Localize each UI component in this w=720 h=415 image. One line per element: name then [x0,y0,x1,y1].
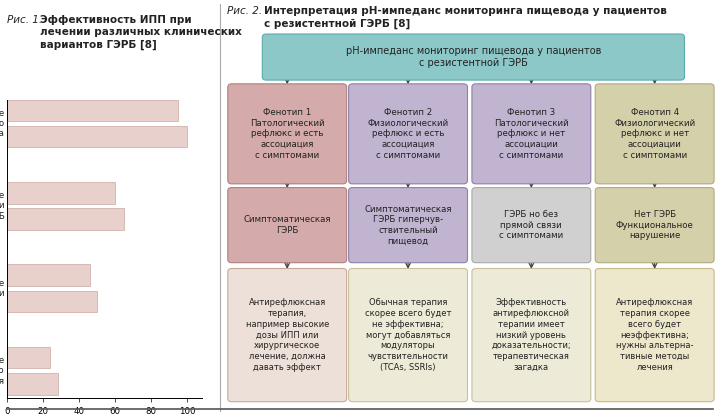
Bar [7,264,90,286]
FancyBboxPatch shape [595,84,714,184]
Text: Симптоматическая
ГЭРБ гиперчув-
ствительный
пищевод: Симптоматическая ГЭРБ гиперчув- ствитель… [364,205,452,246]
FancyBboxPatch shape [472,269,591,402]
FancyBboxPatch shape [228,188,346,263]
Text: Эффективность ИПП при
лечении различных клинических
вариантов ГЭРБ [8]: Эффективность ИПП при лечении различных … [40,15,241,49]
FancyBboxPatch shape [348,84,467,184]
FancyBboxPatch shape [228,269,346,402]
Bar [7,373,58,395]
Text: Фенотип 2
Физиологический
рефлюкс и есть
ассоциация
с симптомами: Фенотип 2 Физиологический рефлюкс и есть… [367,108,449,160]
Text: Рис. 1.: Рис. 1. [7,15,42,24]
FancyBboxPatch shape [595,188,714,263]
Bar [7,100,179,121]
FancyBboxPatch shape [348,188,467,263]
Bar [7,126,187,147]
FancyBboxPatch shape [595,269,714,402]
FancyBboxPatch shape [228,84,346,184]
Bar [7,182,115,204]
Text: Обычная терапия
скорее всего будет
не эффективна;
могут добавляться
модуляторы
ч: Обычная терапия скорее всего будет не эф… [365,298,451,372]
Text: Антирефлюксная
терапия,
например высокие
дозы ИПП или
хирургическое
лечение, дол: Антирефлюксная терапия, например высокие… [246,298,329,372]
Text: рН-импеданс мониторинг пищевода у пациентов
с резистентной ГЭРБ: рН-импеданс мониторинг пищевода у пациен… [346,46,601,68]
Text: Симптоматическая
ГЭРБ: Симптоматическая ГЭРБ [243,215,331,235]
FancyBboxPatch shape [472,84,591,184]
Text: Антирефлюксная
терапия скорее
всего будет
неэффективна;
нужны альтерна-
тивные м: Антирефлюксная терапия скорее всего буде… [616,298,693,372]
Text: Эффективность
антирефлюксной
терапии имеет
низкий уровень
доказательности;
терап: Эффективность антирефлюксной терапии име… [492,298,571,372]
Text: Фенотип 1
Патологический
рефлюкс и есть
ассоциация
с симптомами: Фенотип 1 Патологический рефлюкс и есть … [250,108,325,160]
Text: Рис. 2.: Рис. 2. [227,6,262,16]
Text: Фенотип 3
Патологический
рефлюкс и нет
ассоциации
с симптомами: Фенотип 3 Патологический рефлюкс и нет а… [494,108,569,160]
Text: Фенотип 4
Физиологический
рефлюкс и нет
ассоциации
с симптомами: Фенотип 4 Физиологический рефлюкс и нет … [614,108,696,160]
Bar [7,347,50,369]
Text: ГЭРБ но без
прямой связи
с симптомами: ГЭРБ но без прямой связи с симптомами [499,210,564,240]
FancyBboxPatch shape [348,269,467,402]
Text: Интерпретация рН-импеданс мониторинга пищевода у пациентов
с резистентной ГЭРБ [: Интерпретация рН-импеданс мониторинга пи… [264,6,667,29]
FancyBboxPatch shape [472,188,591,263]
Text: Нет ГЭРБ
Функциональное
нарушение: Нет ГЭРБ Функциональное нарушение [616,210,693,240]
FancyBboxPatch shape [262,34,685,80]
Bar [7,290,97,312]
Bar [7,208,125,230]
